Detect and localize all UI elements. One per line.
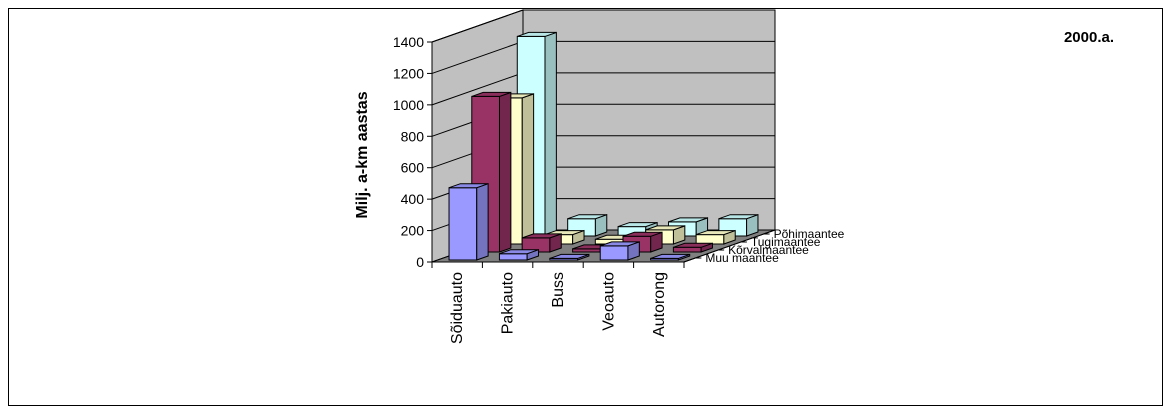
bar bbox=[567, 214, 608, 237]
bar-top bbox=[622, 231, 663, 237]
back-wall bbox=[522, 9, 776, 231]
category-axis-labels: Sõiduauto Pakiauto Buss Veoauto Autorong bbox=[431, 262, 685, 344]
bar bbox=[448, 183, 489, 261]
bar bbox=[695, 229, 736, 245]
depth-axis-label: Tugimaantee bbox=[751, 235, 821, 249]
bar-top bbox=[549, 253, 590, 259]
bar-top bbox=[499, 249, 539, 255]
bar-top bbox=[673, 242, 713, 248]
bar-top bbox=[567, 214, 607, 220]
bar bbox=[549, 253, 590, 261]
gridline-side bbox=[431, 40, 524, 74]
bar-top bbox=[517, 31, 557, 37]
bar bbox=[599, 241, 640, 261]
bar-top bbox=[471, 91, 512, 97]
y-axis-ticks: 0 200 400 600 800 1000 1200 1400 bbox=[393, 34, 432, 270]
y-tick-label: 800 bbox=[401, 128, 425, 144]
depth-axis-label: Põhimaantee bbox=[774, 227, 845, 241]
bar-side bbox=[521, 93, 535, 245]
bar-front bbox=[695, 234, 725, 245]
y-tick-label: 1000 bbox=[393, 97, 424, 113]
depth-axis-labels: Muu maanteeKõrvalmaanteeTugimaanteePõhim… bbox=[695, 227, 845, 265]
bar-top bbox=[650, 253, 690, 259]
y-tick-label: 0 bbox=[416, 254, 424, 270]
gridline-side bbox=[431, 9, 524, 43]
depth-axis-label: Kõrvalmaantee bbox=[728, 243, 809, 257]
bar bbox=[498, 249, 540, 261]
bar-top bbox=[522, 233, 562, 239]
category-label: Autorong bbox=[651, 272, 668, 337]
bars bbox=[448, 31, 759, 261]
category-label: Pakiauto bbox=[500, 272, 517, 334]
bar-top bbox=[645, 225, 685, 231]
gridlines bbox=[431, 9, 775, 232]
bar-top bbox=[600, 241, 640, 247]
bar-front bbox=[672, 246, 702, 253]
chart-title: 2000.a. bbox=[1063, 29, 1114, 46]
category-label: Sõiduauto bbox=[449, 272, 466, 344]
bar bbox=[650, 253, 691, 261]
y-tick-label: 1400 bbox=[393, 34, 424, 50]
y-tick-label: 200 bbox=[401, 223, 425, 239]
bar-side bbox=[544, 31, 557, 237]
bar-front bbox=[498, 253, 528, 261]
bar-top bbox=[668, 217, 708, 223]
bar-top bbox=[448, 183, 489, 189]
depth-axis-line bbox=[683, 229, 776, 263]
bar-top bbox=[617, 222, 658, 228]
bar-top bbox=[718, 214, 759, 220]
bar-side bbox=[476, 183, 489, 261]
bar bbox=[672, 242, 713, 253]
bar bbox=[521, 233, 562, 253]
y-axis-label: Milj. a-km aastas bbox=[354, 91, 371, 218]
bar-front bbox=[599, 245, 629, 261]
category-label: Veoauto bbox=[600, 272, 617, 331]
y-tick-label: 400 bbox=[401, 191, 425, 207]
depth-axis-label: Muu maantee bbox=[705, 251, 779, 265]
category-label: Buss bbox=[550, 272, 567, 308]
gridline-side bbox=[431, 72, 524, 106]
bar-side bbox=[498, 91, 512, 253]
bar-front bbox=[448, 187, 478, 261]
bar-top bbox=[695, 230, 736, 236]
y-tick-label: 1200 bbox=[393, 65, 424, 81]
y-tick-label: 600 bbox=[401, 160, 425, 176]
